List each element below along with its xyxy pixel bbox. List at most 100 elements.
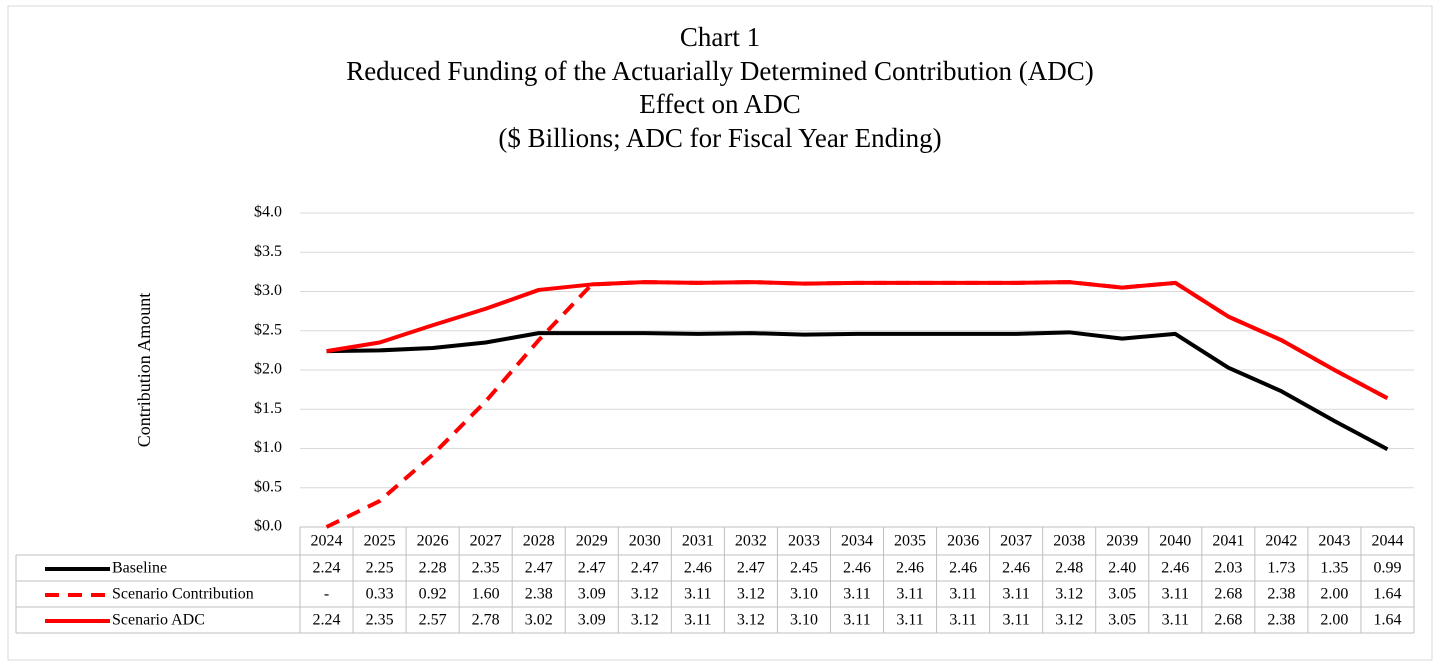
- table-cell: 1.35: [1320, 560, 1348, 577]
- legend-label: Scenario ADC: [112, 612, 205, 629]
- x-tick-label: 2036: [947, 533, 979, 550]
- table-cell: 2.24: [313, 612, 341, 629]
- table-cell: 3.11: [1002, 612, 1029, 629]
- series-line: [326, 330, 1389, 452]
- table-cell: 3.11: [843, 586, 870, 603]
- chart-title: Chart 1: [680, 22, 760, 52]
- y-tick-label: $0.5: [254, 478, 282, 495]
- x-tick-label: 2033: [788, 533, 820, 550]
- y-tick-label: $2.5: [254, 321, 282, 338]
- x-tick-label: 2030: [629, 533, 661, 550]
- y-tick-label: $2.0: [254, 361, 282, 378]
- table-cell: 3.11: [1162, 586, 1189, 603]
- table-cell: 2.47: [578, 560, 606, 577]
- table-cell: 2.46: [1161, 560, 1189, 577]
- table-cell: 3.11: [684, 586, 711, 603]
- table-cell: 3.11: [684, 612, 711, 629]
- table-cell: 2.78: [472, 612, 500, 629]
- series-line: [325, 280, 1389, 529]
- x-tick-label: 2041: [1212, 533, 1244, 550]
- table-cell: 3.12: [631, 612, 659, 629]
- x-tick-label: 2032: [735, 533, 767, 550]
- x-tick-label: 2037: [1000, 533, 1032, 550]
- table-cell: 2.46: [684, 560, 712, 577]
- table-cell: 3.12: [737, 612, 765, 629]
- table-cell: 1.64: [1373, 612, 1401, 629]
- table-cell: 3.10: [790, 586, 818, 603]
- y-tick-label: $0.0: [254, 518, 282, 535]
- table-cell: 3.11: [1002, 586, 1029, 603]
- x-tick-label: 2044: [1371, 533, 1403, 550]
- table-cell: 1.64: [1373, 586, 1401, 603]
- table-cell: 3.12: [1055, 612, 1083, 629]
- table-cell: 3.11: [949, 586, 976, 603]
- table-cell: 0.92: [419, 586, 447, 603]
- table-cell: 2.46: [896, 560, 924, 577]
- x-tick-label: 2039: [1106, 533, 1138, 550]
- table-cell: 3.11: [1162, 612, 1189, 629]
- x-tick-label: 2042: [1265, 533, 1297, 550]
- table-cell: 2.38: [1267, 586, 1295, 603]
- table-cell: 2.28: [419, 560, 447, 577]
- table-cell: 2.57: [419, 612, 447, 629]
- table-cell: 2.00: [1320, 586, 1348, 603]
- table-cell: 2.46: [1002, 560, 1030, 577]
- table-cell: 2.35: [366, 612, 394, 629]
- table-cell: 2.45: [790, 560, 818, 577]
- table-cell: 3.05: [1108, 612, 1136, 629]
- table-cell: 2.35: [472, 560, 500, 577]
- table-cell: 3.05: [1108, 586, 1136, 603]
- table-cell: 1.60: [472, 586, 500, 603]
- table-cell: 2.68: [1214, 612, 1242, 629]
- table-cell: -: [324, 586, 329, 603]
- x-tick-label: 2024: [311, 533, 343, 550]
- x-tick-label: 2025: [364, 533, 396, 550]
- x-tick-label: 2031: [682, 533, 714, 550]
- table-cell: 0.99: [1373, 560, 1401, 577]
- table-cell: 2.48: [1055, 560, 1083, 577]
- table-cell: 2.46: [843, 560, 871, 577]
- y-tick-label: $4.0: [254, 204, 282, 221]
- table-cell: 1.73: [1267, 560, 1295, 577]
- table-cell: 2.40: [1108, 560, 1136, 577]
- table-cell: 2.03: [1214, 560, 1242, 577]
- table-cell: 3.02: [525, 612, 553, 629]
- table-cell: 2.46: [949, 560, 977, 577]
- table-cell: 2.24: [313, 560, 341, 577]
- chart-title: Effect on ADC: [639, 89, 800, 119]
- table-cell: 3.12: [631, 586, 659, 603]
- table-cell: 3.09: [578, 586, 606, 603]
- table-cell: 2.25: [366, 560, 394, 577]
- table-cell: 3.12: [737, 586, 765, 603]
- table-cell: 2.47: [737, 560, 765, 577]
- y-tick-label: $1.5: [254, 400, 282, 417]
- legend-label: Scenario Contribution: [112, 586, 254, 603]
- x-tick-label: 2026: [417, 533, 449, 550]
- table-cell: 2.47: [525, 560, 553, 577]
- x-tick-label: 2028: [523, 533, 555, 550]
- table-cell: 3.12: [1055, 586, 1083, 603]
- table-cell: 0.33: [366, 586, 394, 603]
- x-tick-label: 2034: [841, 533, 873, 550]
- y-tick-label: $1.0: [254, 439, 282, 456]
- table-cell: 3.11: [843, 612, 870, 629]
- table-cell: 2.68: [1214, 586, 1242, 603]
- y-axis-label: Contribution Amount: [134, 293, 154, 448]
- table-cell: 2.00: [1320, 612, 1348, 629]
- table-cell: 3.11: [949, 612, 976, 629]
- table-cell: 3.11: [896, 586, 923, 603]
- chart-title: Reduced Funding of the Actuarially Deter…: [346, 56, 1094, 86]
- table-cell: 2.38: [525, 586, 553, 603]
- x-tick-label: 2040: [1159, 533, 1191, 550]
- x-tick-label: 2038: [1053, 533, 1085, 550]
- x-tick-label: 2029: [576, 533, 608, 550]
- table-cell: 3.11: [896, 612, 923, 629]
- table-cell: 3.09: [578, 612, 606, 629]
- legend-label: Baseline: [112, 560, 167, 577]
- x-tick-label: 2035: [894, 533, 926, 550]
- chart-title: ($ Billions; ADC for Fiscal Year Ending): [498, 123, 941, 153]
- x-tick-label: 2027: [470, 533, 502, 550]
- y-tick-label: $3.0: [254, 282, 282, 299]
- table-cell: 2.38: [1267, 612, 1295, 629]
